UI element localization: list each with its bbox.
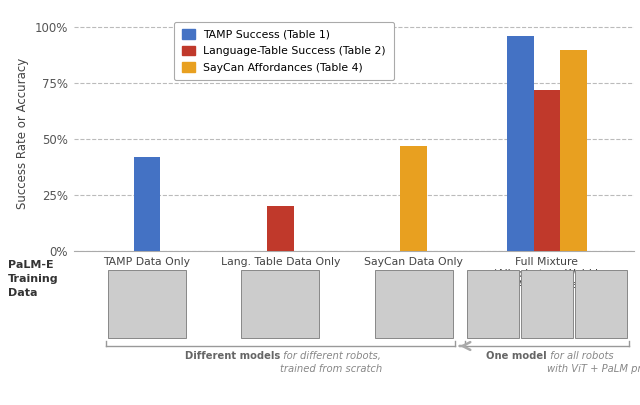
Bar (108, 270, 186, 338)
Bar (507, 36, 534, 251)
Bar (400, 146, 427, 251)
Text: PaLM-E
Training
Data: PaLM-E Training Data (8, 260, 59, 298)
Legend: TAMP Success (Table 1), Language-Table Success (Table 2), SayCan Affordances (Ta: TAMP Success (Table 1), Language-Table S… (174, 21, 394, 80)
Bar (467, 270, 519, 338)
Bar (560, 50, 587, 251)
Bar (374, 270, 452, 338)
Text: for different robots,
trained from scratch: for different robots, trained from scrat… (280, 351, 383, 374)
Text: Different models: Different models (185, 351, 280, 361)
Bar (134, 157, 160, 251)
Bar (575, 270, 627, 338)
Bar (267, 207, 294, 251)
Bar (534, 90, 560, 251)
Y-axis label: Success Rate or Accuracy: Success Rate or Accuracy (16, 58, 29, 209)
Text: One model: One model (486, 351, 547, 361)
Bar (521, 270, 573, 338)
Text: for all robots
with ViT + PaLM pre-training: for all robots with ViT + PaLM pre-train… (547, 351, 640, 374)
Bar (241, 270, 319, 338)
